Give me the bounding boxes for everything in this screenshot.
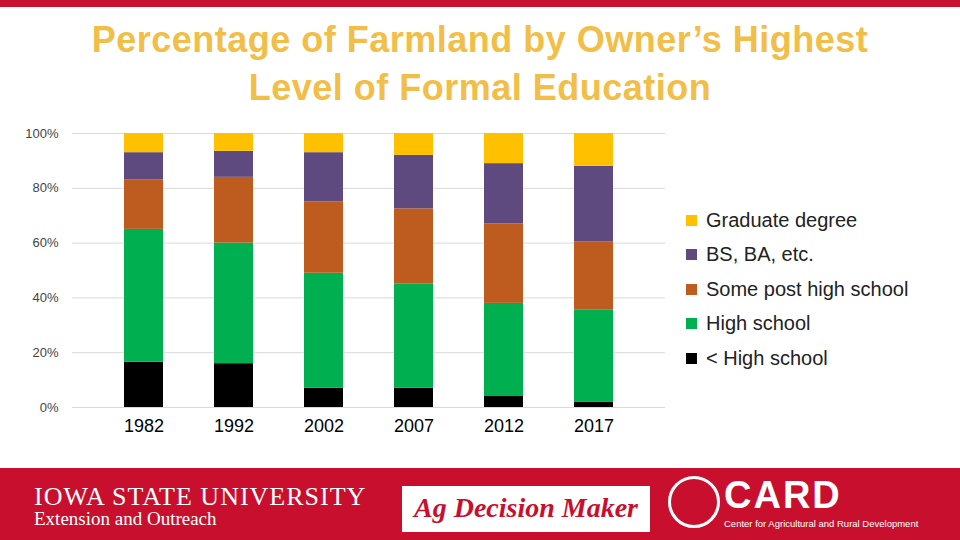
svg-text:40%: 40% (32, 290, 58, 305)
svg-text:2002: 2002 (304, 416, 344, 436)
svg-text:0%: 0% (40, 400, 59, 415)
html-text:Center for Agricultural and Ru: Center for Agricultural and Rural Develo… (724, 518, 919, 529)
svg-text:2012: 2012 (484, 416, 524, 436)
html-text:Extension and Outreach: Extension and Outreach (34, 508, 217, 529)
html-text:Graduate degree: Graduate degree (706, 208, 858, 231)
html-text:BS, BA, etc.: BS, BA, etc. (706, 243, 814, 266)
html-text:Percentage of Farmland by Owne: Percentage of Farmland by Owner’s Highes… (91, 19, 869, 108)
html-text:High school: High school (706, 312, 811, 335)
svg-text:1992: 1992 (214, 416, 254, 436)
svg-text:2007: 2007 (394, 416, 434, 436)
svg-text:80%: 80% (32, 180, 58, 195)
html-text:Ag Decision Maker: Ag Decision Maker (414, 492, 638, 523)
svg-text:60%: 60% (32, 235, 58, 250)
svg-text:20%: 20% (32, 345, 58, 360)
html-text:< High school: < High school (706, 346, 828, 369)
svg-text:100%: 100% (25, 126, 59, 141)
svg-text:1982: 1982 (124, 416, 164, 436)
html-text:Some post high school: Some post high school (706, 277, 909, 300)
svg-text:2017: 2017 (574, 416, 614, 436)
html-text:IOWA STATE UNIVERSITY: IOWA STATE UNIVERSITY (34, 482, 367, 511)
html-text:CARD: CARD (724, 474, 842, 516)
